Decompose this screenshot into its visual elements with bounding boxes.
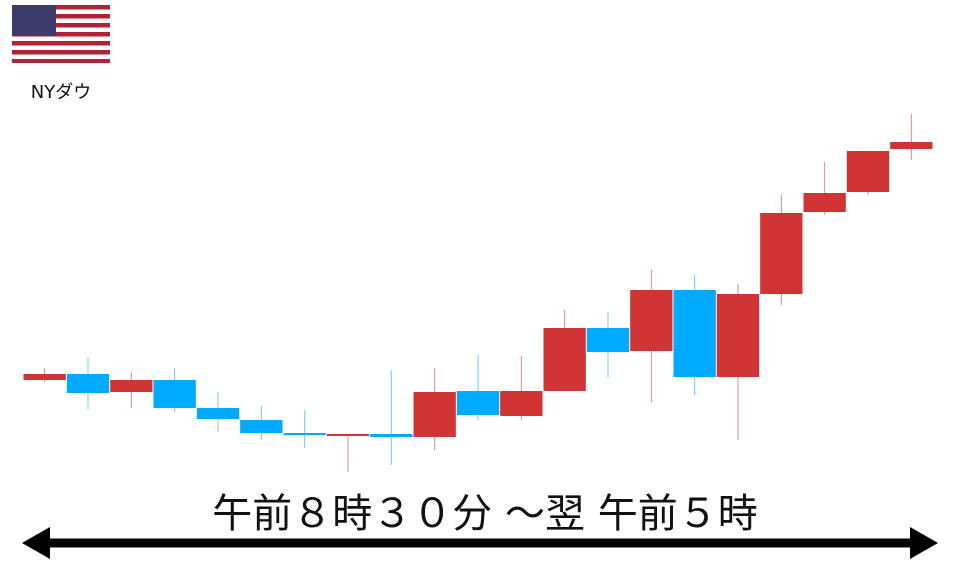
candle-body [500, 391, 543, 416]
candle-body [153, 380, 196, 408]
index-label: NYダウ [31, 82, 91, 103]
candle-body [673, 290, 716, 377]
candle-body [543, 328, 586, 391]
candle-body [803, 193, 846, 212]
us-flag [12, 5, 110, 63]
candle-body [110, 380, 153, 392]
candle-body [630, 290, 673, 351]
candle-body [240, 420, 283, 433]
candle-body [370, 434, 413, 437]
candle-body [23, 374, 66, 380]
candle-body [283, 433, 326, 435]
candle-body [196, 408, 240, 419]
candle-body [586, 328, 630, 352]
candle-body [456, 391, 500, 415]
candle-body [326, 434, 370, 436]
double-arrow [22, 527, 938, 559]
candle-body [846, 151, 890, 192]
candle-body [66, 374, 110, 393]
candle-body [716, 294, 760, 377]
time-range: 午前８時３０分 ～翌 午前５時 [212, 491, 757, 537]
candle-body [413, 392, 456, 437]
candle-body [760, 213, 803, 294]
candle-body [890, 142, 933, 149]
